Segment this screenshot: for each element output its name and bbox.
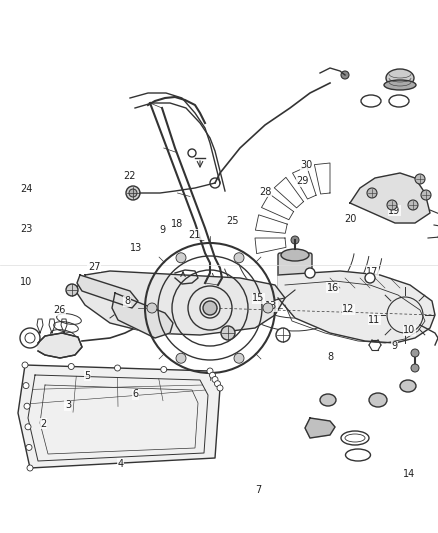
Text: 17: 17	[366, 267, 378, 277]
Text: 2: 2	[41, 419, 47, 429]
Circle shape	[411, 364, 419, 372]
Text: 20: 20	[344, 214, 357, 223]
Polygon shape	[38, 333, 82, 358]
Circle shape	[276, 328, 290, 342]
Text: 25: 25	[226, 216, 238, 226]
Text: 21: 21	[189, 230, 201, 239]
Text: 10: 10	[20, 278, 32, 287]
Circle shape	[176, 253, 186, 263]
Circle shape	[305, 268, 315, 278]
Circle shape	[234, 253, 244, 263]
Polygon shape	[350, 173, 430, 223]
Text: 8: 8	[328, 352, 334, 362]
Text: 13: 13	[265, 302, 278, 311]
Text: 5: 5	[85, 371, 91, 381]
Text: 24: 24	[20, 184, 32, 194]
Text: 13: 13	[130, 243, 142, 253]
Circle shape	[114, 365, 120, 371]
Text: 14: 14	[403, 470, 416, 479]
Polygon shape	[112, 293, 173, 338]
Circle shape	[221, 326, 235, 340]
Circle shape	[27, 465, 33, 471]
Polygon shape	[75, 271, 285, 335]
Circle shape	[22, 362, 28, 368]
Text: 11: 11	[368, 315, 381, 325]
Circle shape	[365, 273, 375, 283]
Circle shape	[217, 385, 223, 391]
Circle shape	[215, 381, 220, 387]
Text: 27: 27	[88, 262, 100, 271]
Ellipse shape	[369, 393, 387, 407]
Circle shape	[24, 403, 30, 409]
Circle shape	[415, 174, 425, 184]
Ellipse shape	[320, 394, 336, 406]
Circle shape	[421, 190, 431, 200]
Ellipse shape	[386, 69, 414, 87]
Circle shape	[68, 364, 74, 369]
Text: 15: 15	[252, 294, 265, 303]
Text: 12: 12	[342, 304, 354, 314]
Text: 28: 28	[259, 187, 271, 197]
FancyBboxPatch shape	[278, 253, 312, 292]
Circle shape	[66, 284, 78, 296]
Polygon shape	[278, 271, 435, 343]
Circle shape	[291, 236, 299, 244]
Text: 10: 10	[403, 326, 416, 335]
Text: 22: 22	[123, 171, 135, 181]
Circle shape	[234, 353, 244, 363]
Circle shape	[129, 189, 137, 197]
Text: 18: 18	[171, 219, 184, 229]
Circle shape	[147, 303, 157, 313]
Circle shape	[207, 368, 213, 374]
Circle shape	[203, 301, 217, 315]
Circle shape	[210, 178, 220, 188]
Text: 26: 26	[53, 305, 65, 315]
Circle shape	[209, 372, 215, 378]
Circle shape	[26, 445, 32, 450]
Circle shape	[263, 303, 273, 313]
Text: 30: 30	[300, 160, 313, 170]
Text: 9: 9	[159, 225, 165, 235]
Circle shape	[367, 188, 377, 198]
Circle shape	[212, 376, 218, 383]
Circle shape	[23, 383, 29, 389]
Text: 4: 4	[117, 459, 124, 469]
Circle shape	[411, 349, 419, 357]
Text: 19: 19	[388, 206, 400, 215]
Polygon shape	[18, 365, 220, 468]
Text: 3: 3	[65, 400, 71, 410]
Text: 8: 8	[124, 296, 130, 306]
Circle shape	[188, 149, 196, 157]
Text: 9: 9	[391, 342, 397, 351]
Circle shape	[176, 353, 186, 363]
Text: 29: 29	[296, 176, 308, 186]
Circle shape	[25, 424, 31, 430]
Text: 23: 23	[20, 224, 32, 234]
Text: 6: 6	[133, 390, 139, 399]
Ellipse shape	[400, 380, 416, 392]
Ellipse shape	[384, 80, 416, 90]
Text: 7: 7	[255, 486, 261, 495]
Ellipse shape	[281, 249, 309, 261]
Circle shape	[126, 186, 140, 200]
Polygon shape	[305, 418, 335, 438]
Circle shape	[387, 200, 397, 210]
Circle shape	[161, 367, 167, 373]
Polygon shape	[77, 275, 138, 308]
Circle shape	[408, 200, 418, 210]
Text: 16: 16	[327, 283, 339, 293]
Circle shape	[341, 71, 349, 79]
